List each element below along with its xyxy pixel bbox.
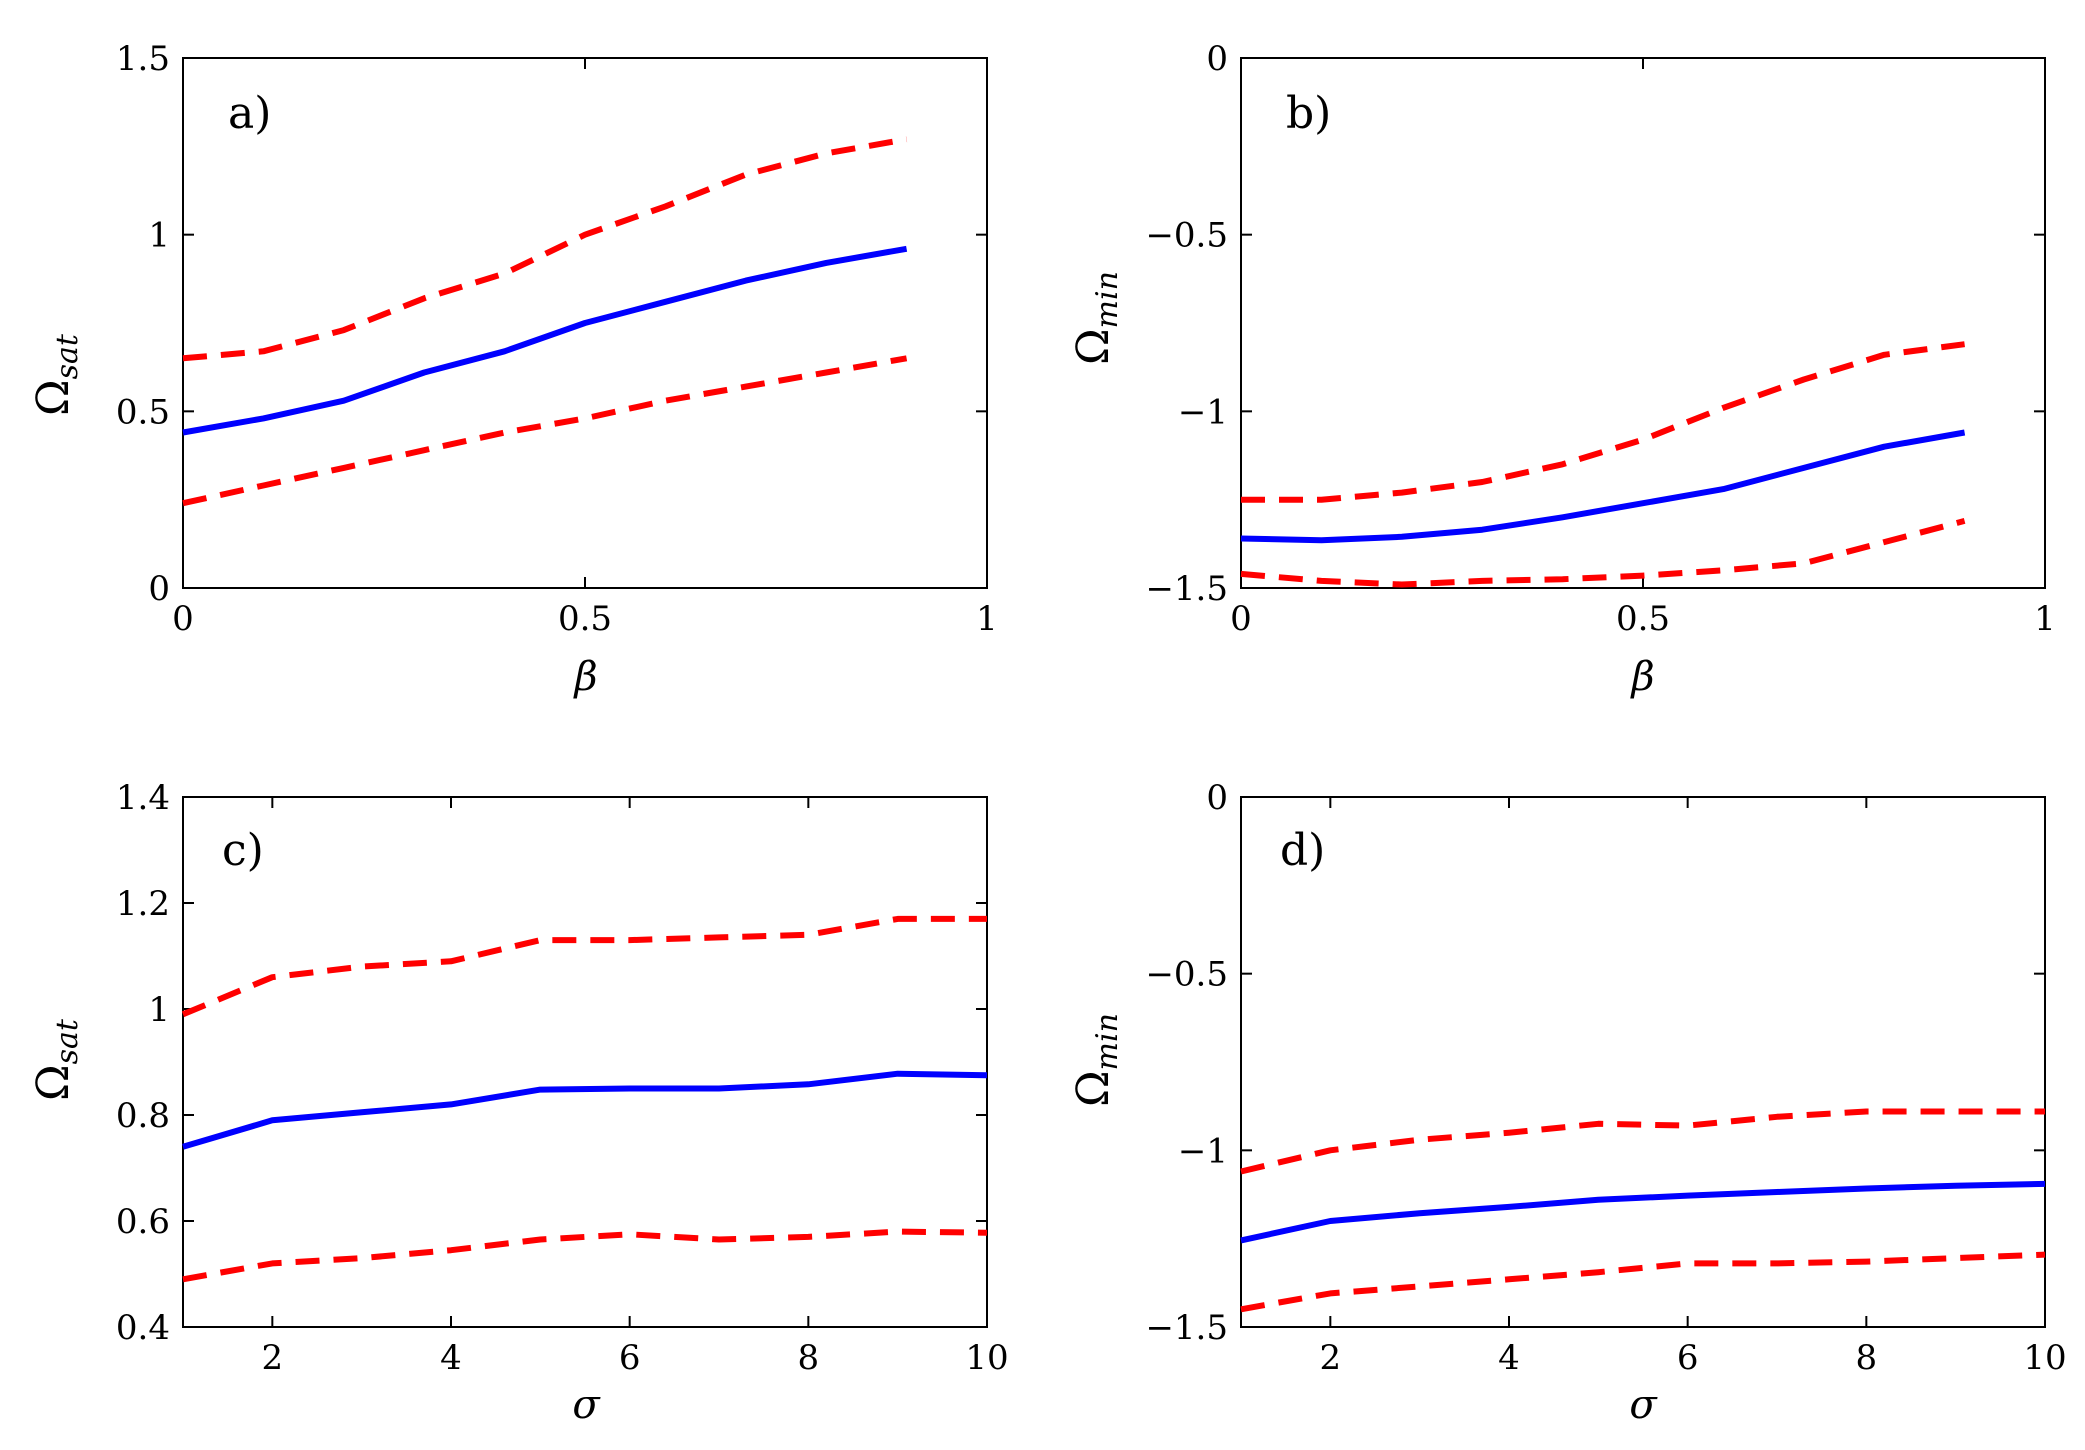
panel-a-ylabel: Ωsat	[28, 333, 85, 416]
panel-c-ytick-label: 1.4	[116, 778, 170, 818]
panel-a-xtick-label: 0	[172, 599, 194, 639]
panel-d-xtick-label: 10	[2023, 1338, 2066, 1378]
panel-c-xtick-label: 4	[440, 1338, 462, 1378]
panel-d-xtick-label: 6	[1677, 1338, 1699, 1378]
panel-a: a) β Ωsat	[28, 88, 598, 700]
panel-c-ylabel: Ωsat	[28, 1018, 85, 1101]
panel-a-label: a)	[228, 88, 271, 139]
panel-a-ylabel-main: Ω	[28, 379, 79, 415]
panel-c-xtick-label: 2	[262, 1338, 284, 1378]
panel-d-label: d)	[1280, 825, 1325, 876]
panel-c-xlabel: σ	[572, 1382, 601, 1428]
panel-c-axes-box	[182, 796, 988, 1328]
panel-d-axes-box	[1240, 796, 2046, 1328]
panel-b-axes-box	[1240, 57, 2046, 589]
panel-a-xlabel: β	[572, 654, 597, 700]
panel-d-ytick-label: 0	[1206, 778, 1228, 818]
panel-a-ytick-label: 0.5	[116, 392, 170, 432]
panel-c-ytick-label: 0.4	[116, 1308, 170, 1348]
panel-b-ylabel-main: Ω	[1068, 328, 1119, 364]
panel-a-series-mean	[182, 245, 908, 436]
panel-c-label: c)	[222, 825, 264, 876]
panel-b-ylabel: Ωmin	[1068, 271, 1125, 365]
panel-b-ytick-label: 0	[1206, 39, 1228, 79]
panel-b-xtick-label: 0.5	[1616, 599, 1670, 639]
panel-d-xtick-label: 4	[1498, 1338, 1520, 1378]
panel-a-ytick-label: 1	[148, 216, 170, 256]
panel-b-ytick-label: −0.5	[1145, 216, 1228, 256]
panel-d-plot: 2 4 6 8 10 −1.5 −1 −0.5 0	[1145, 778, 2066, 1378]
panel-c-ytick-label: 1.2	[116, 884, 170, 924]
panel-c-ylabel-sub: sat	[50, 1018, 85, 1064]
panel-b-ytick-label: −1	[1178, 392, 1228, 432]
panel-d-ylabel-main: Ω	[1068, 1070, 1119, 1106]
panel-b-xtick-label: 0	[1230, 599, 1252, 639]
panel-b-series-lower	[1240, 517, 1966, 588]
panel-a-series-upper	[182, 136, 908, 362]
panel-c-series-mean	[182, 1070, 988, 1150]
panel-c-xtick-label: 10	[965, 1338, 1008, 1378]
panel-c-xtick-label: 8	[798, 1338, 820, 1378]
panel-a-ylabel-sub: sat	[50, 333, 85, 379]
panel-c-xtick-label: 6	[619, 1338, 641, 1378]
panel-c: c) σ Ωsat	[28, 825, 601, 1428]
panel-c-series-lower	[182, 1228, 988, 1283]
panel-c-plot: 2 4 6 8 10 0.4 0.6 0.8 1 1.2 1.4	[116, 778, 1009, 1378]
panel-d-ytick-label: −0.5	[1145, 955, 1228, 995]
panel-b-xlabel: β	[1629, 654, 1654, 700]
panel-c-ytick-label: 1	[148, 990, 170, 1030]
panel-a-xtick-label: 1	[976, 599, 998, 639]
panel-b: b) β Ωmin	[1068, 88, 1655, 700]
panel-b-plot: 0 0.5 1 −1.5 −1 −0.5 0	[1145, 39, 2055, 639]
panel-b-ytick-label: −1.5	[1145, 569, 1228, 609]
panel-d-series-upper	[1240, 1108, 2045, 1175]
panel-b-series-mean	[1240, 429, 1966, 544]
panel-b-label: b)	[1286, 88, 1331, 139]
panel-d-xlabel: σ	[1629, 1382, 1658, 1428]
panel-d-ytick-label: −1.5	[1145, 1308, 1228, 1348]
panel-d-xtick-label: 8	[1856, 1338, 1878, 1378]
panel-a-ytick-label: 1.5	[116, 39, 170, 79]
panel-c-ylabel-main: Ω	[28, 1064, 79, 1100]
panel-a-ytick-label: 0	[148, 569, 170, 609]
panel-c-series-upper	[181, 915, 987, 1018]
panel-b-xtick-label: 1	[2034, 599, 2056, 639]
panel-d: d) σ Ωmin	[1068, 825, 1658, 1428]
panel-c-ytick-label: 0.8	[116, 1096, 170, 1136]
panel-a-xtick-label: 0.5	[558, 599, 612, 639]
panel-a-plot: 0 0.5 1 0 0.5 1 1.5	[116, 39, 998, 639]
panel-b-ylabel-sub: min	[1090, 271, 1125, 328]
panel-a-series-lower	[182, 355, 908, 507]
panel-d-ytick-label: −1	[1178, 1131, 1228, 1171]
panel-d-ylabel-sub: min	[1090, 1013, 1125, 1070]
panel-d-ylabel: Ωmin	[1068, 1013, 1125, 1107]
panel-c-ytick-label: 0.6	[116, 1202, 170, 1242]
panel-b-series-upper	[1241, 341, 1965, 503]
panel-d-series-lower	[1240, 1251, 2046, 1313]
panel-d-series-mean	[1240, 1180, 2046, 1244]
panel-d-xtick-label: 2	[1320, 1338, 1342, 1378]
